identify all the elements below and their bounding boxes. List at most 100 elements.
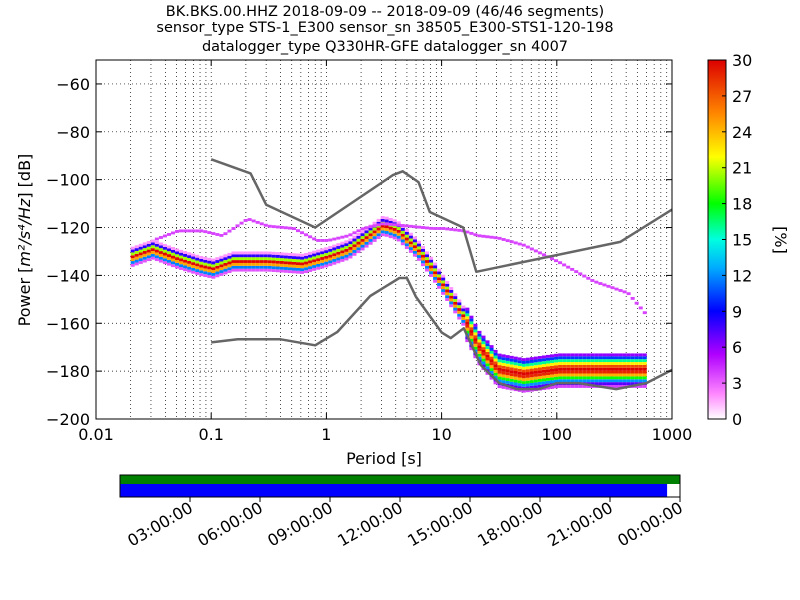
- heatmap-cell: [166, 245, 171, 249]
- heatmap-cell: [558, 353, 563, 357]
- heatmap-cell: [638, 353, 643, 357]
- heatmap-cell: [275, 263, 280, 267]
- heatmap-cell: [513, 368, 518, 371]
- heatmap-cell: [501, 362, 506, 366]
- heatmap-cell: [513, 362, 518, 366]
- heatmap-cell: [449, 298, 454, 302]
- heatmap-cell: [235, 268, 240, 272]
- heatmap-cell: [340, 253, 345, 257]
- x-tick-label: 100: [542, 425, 573, 444]
- heatmap-cell: [614, 373, 619, 377]
- heatmap-cell: [445, 286, 450, 290]
- heatmap-cell-outlier: [392, 223, 397, 227]
- heatmap-cell: [610, 379, 615, 383]
- heatmap-cell: [179, 255, 184, 259]
- heatmap-cell: [437, 277, 442, 281]
- heatmap-cell: [642, 385, 647, 388]
- heatmap-cell: [283, 255, 288, 259]
- heatmap-cell: [570, 373, 575, 377]
- heatmap-cell: [376, 218, 381, 222]
- heatmap-cell: [606, 379, 611, 383]
- heatmap-cell: [340, 256, 345, 259]
- heatmap-cell: [255, 251, 260, 255]
- heatmap-cell: [304, 264, 309, 268]
- heatmap-cell-outlier: [300, 231, 305, 235]
- heatmap-cell-outlier: [610, 286, 615, 290]
- heatmap-cell: [465, 316, 470, 320]
- heatmap-cell: [594, 362, 599, 365]
- y-axis-label-prefix: Power [: [15, 267, 34, 327]
- y-tick-label: −160: [46, 314, 90, 333]
- heatmap-cell: [537, 364, 542, 368]
- heatmap-cell: [211, 258, 216, 262]
- heatmap-cell: [602, 376, 607, 380]
- heatmap-cell-outlier: [235, 224, 240, 228]
- y-tick-label: −60: [56, 75, 90, 94]
- heatmap-cell: [465, 330, 470, 334]
- heatmap-cell: [239, 265, 244, 269]
- heatmap-cell: [513, 370, 518, 374]
- heatmap-cell: [541, 364, 546, 367]
- heatmap-cell: [158, 251, 163, 254]
- heatmap-cell: [586, 370, 591, 374]
- heatmap-cell: [545, 363, 551, 367]
- heatmap-cell: [537, 379, 542, 382]
- heatmap-cell: [505, 363, 510, 367]
- heatmap-cell: [154, 255, 159, 259]
- heatmap-cell: [207, 257, 212, 261]
- heatmap-cell: [400, 242, 405, 246]
- heatmap-cell-outlier: [509, 240, 514, 244]
- heatmap-cell: [529, 362, 534, 366]
- heatmap-cell: [360, 236, 365, 239]
- heatmap-cell-outlier: [606, 284, 611, 288]
- heatmap-cell: [545, 366, 551, 370]
- heatmap-cell-outlier: [166, 233, 171, 236]
- colorbar: 0 3 6 9 12 15 18 21 24 27 30 [%]: [707, 51, 790, 429]
- heatmap-cell-outlier: [267, 224, 272, 228]
- heatmap-cell: [558, 373, 563, 377]
- heatmap-cell: [473, 355, 478, 359]
- heatmap-cell: [461, 305, 466, 309]
- heatmap-cell: [215, 257, 220, 261]
- heatmap-cell: [320, 262, 325, 266]
- heatmap-cell: [638, 364, 643, 368]
- heatmap-cell: [243, 254, 248, 258]
- heatmap-cell: [558, 362, 563, 365]
- heatmap-cell: [312, 250, 317, 254]
- heatmap-cell: [594, 379, 599, 383]
- heatmap-cell: [223, 271, 228, 275]
- heatmap-cell: [570, 364, 575, 368]
- heatmap-cell: [312, 265, 317, 268]
- heatmap-cell: [295, 253, 301, 257]
- heatmap-cell: [489, 365, 494, 369]
- heatmap-cell: [219, 255, 224, 259]
- heatmap-cell: [533, 356, 538, 360]
- heatmap-cell: [199, 261, 204, 265]
- heatmap-cell: [558, 379, 563, 383]
- heatmap-cell: [425, 254, 430, 258]
- heatmap-cell: [566, 353, 571, 357]
- heatmap-cell: [525, 389, 530, 393]
- heatmap-cell-outlier: [158, 236, 163, 239]
- heatmap-cell: [521, 389, 526, 393]
- heatmap-cell: [416, 257, 421, 261]
- heatmap-cell: [162, 252, 167, 256]
- heatmap-cell: [525, 363, 530, 367]
- heatmap-cell: [388, 232, 393, 236]
- heatmap-cell: [485, 351, 490, 355]
- heatmap-cell: [146, 249, 151, 253]
- heatmap-cell: [134, 248, 139, 251]
- heatmap-cell: [291, 253, 296, 257]
- heatmap-cell: [320, 248, 325, 252]
- heatmap-cell: [356, 244, 361, 248]
- heatmap-cell: [404, 243, 409, 247]
- heatmap-cell: [493, 349, 498, 353]
- heatmap-cell: [255, 262, 260, 266]
- heatmap-cell-outlier: [590, 279, 595, 282]
- heatmap-cell: [626, 382, 631, 386]
- heatmap-cell: [594, 382, 599, 386]
- y-tick-label: −80: [56, 123, 90, 142]
- heatmap-cell: [283, 261, 288, 265]
- heatmap-cell: [606, 385, 611, 388]
- heatmap-cell: [336, 254, 341, 258]
